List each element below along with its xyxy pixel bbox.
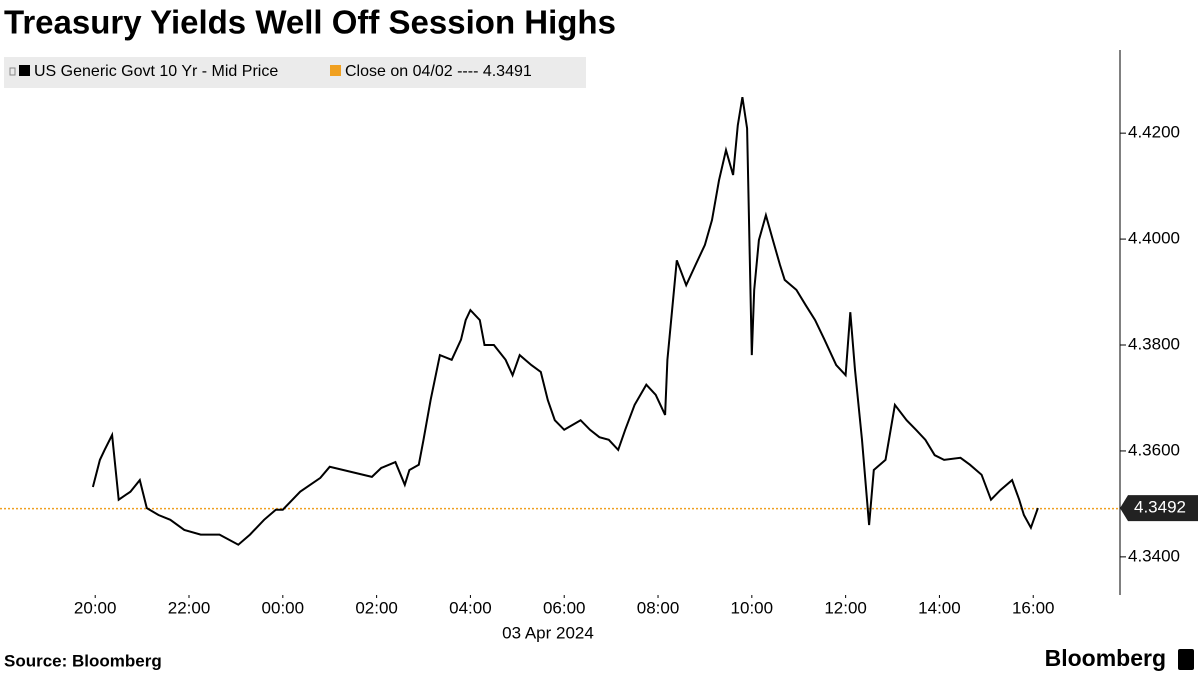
x-tick-label: 00:00 [262, 598, 305, 617]
x-tick-label: 16:00 [1012, 598, 1055, 617]
y-tick-label: 4.4200 [1128, 123, 1180, 142]
legend-swatch [19, 65, 30, 76]
legend-icon [9, 67, 16, 76]
y-tick-label: 4.3400 [1128, 546, 1180, 565]
legend-label: US Generic Govt 10 Yr - Mid Price [34, 63, 278, 80]
x-tick-label: 02:00 [355, 598, 398, 617]
source: Source: Bloomberg [4, 651, 162, 670]
x-tick-label: 12:00 [824, 598, 867, 617]
price-line [91, 96, 1039, 546]
brand-icon [1178, 649, 1194, 670]
last-value-label: 4.3492 [1134, 498, 1186, 517]
x-axis-label: 03 Apr 2024 [502, 623, 594, 642]
legend-box [4, 57, 586, 88]
legend-swatch [330, 65, 341, 76]
y-tick-label: 4.3800 [1128, 334, 1180, 353]
x-tick-label: 14:00 [918, 598, 961, 617]
x-tick-label: 10:00 [731, 598, 774, 617]
x-tick-label: 06:00 [543, 598, 586, 617]
legend-label: Close on 04/02 ---- 4.3491 [345, 63, 532, 80]
last-value-box [1120, 495, 1198, 522]
brand: Bloomberg [1045, 645, 1166, 671]
chart-title: Treasury Yields Well Off Session Highs [4, 4, 616, 41]
y-tick-label: 4.4000 [1128, 229, 1180, 248]
x-tick-label: 22:00 [168, 598, 211, 617]
x-tick-label: 04:00 [449, 598, 492, 617]
x-tick-label: 08:00 [637, 598, 680, 617]
x-tick-label: 20:00 [74, 598, 117, 617]
y-tick-label: 4.3600 [1128, 440, 1180, 459]
